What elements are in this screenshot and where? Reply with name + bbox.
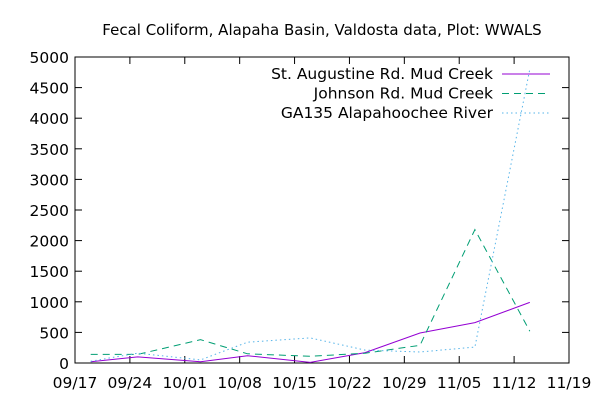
data-point bbox=[529, 68, 531, 70]
y-tick-label: 4500 bbox=[30, 80, 69, 98]
series-1 bbox=[90, 301, 531, 364]
data-point bbox=[364, 352, 366, 354]
legend-label: St. Augustine Rd. Mud Creek bbox=[271, 65, 493, 83]
data-point bbox=[364, 349, 366, 351]
series-line bbox=[90, 301, 530, 363]
x-tick-label: 11/12 bbox=[492, 374, 537, 392]
data-point bbox=[90, 360, 92, 362]
data-point bbox=[247, 355, 249, 357]
data-point bbox=[419, 332, 421, 334]
y-tick-label: 5000 bbox=[30, 49, 69, 67]
x-tick-label: 11/05 bbox=[437, 374, 482, 392]
data-point bbox=[419, 351, 421, 353]
x-axis: 09/17 09/24 10/01 10/08 10/15 10/22 10/29 11/05… bbox=[53, 57, 592, 392]
data-point bbox=[137, 356, 139, 358]
data-point bbox=[474, 322, 476, 324]
y-tick-label: 3000 bbox=[30, 171, 69, 189]
x-tick-label: 10/29 bbox=[382, 374, 427, 392]
data-point bbox=[200, 339, 202, 341]
data-point bbox=[529, 330, 531, 332]
series-layer bbox=[90, 68, 531, 364]
data-point bbox=[90, 354, 92, 356]
data-point bbox=[247, 341, 249, 343]
series-3 bbox=[90, 68, 531, 362]
data-point bbox=[309, 355, 311, 357]
data-point bbox=[474, 229, 476, 231]
data-point bbox=[309, 337, 311, 339]
y-tick-label: 2000 bbox=[30, 233, 69, 251]
data-point bbox=[247, 353, 249, 355]
y-axis: 0 500 1000 1500 2000 2500 3000 3500 4000 4500 5000 bbox=[30, 49, 569, 373]
y-tick-label: 500 bbox=[39, 324, 69, 342]
y-tick-label: 2500 bbox=[30, 202, 69, 220]
data-point bbox=[529, 302, 531, 304]
series-line bbox=[90, 69, 531, 362]
data-point bbox=[419, 344, 421, 346]
y-tick-label: 0 bbox=[59, 355, 69, 373]
x-tick-label: 09/17 bbox=[53, 374, 98, 392]
data-point bbox=[200, 361, 202, 363]
data-point bbox=[474, 346, 476, 348]
y-tick-label: 3500 bbox=[30, 141, 69, 159]
data-point bbox=[309, 362, 311, 364]
x-tick-label: 11/19 bbox=[547, 374, 592, 392]
legend: St. Augustine Rd. Mud Creek Johnson Rd. M… bbox=[271, 65, 550, 122]
chart-title: Fecal Coliform, Alapaha Basin, Valdosta … bbox=[102, 21, 541, 39]
x-tick-label: 10/22 bbox=[327, 374, 372, 392]
data-point bbox=[137, 352, 139, 354]
data-point bbox=[200, 359, 202, 361]
x-tick-label: 09/24 bbox=[108, 374, 153, 392]
x-tick-label: 10/08 bbox=[217, 374, 262, 392]
x-tick-label: 10/15 bbox=[272, 374, 317, 392]
y-tick-label: 1000 bbox=[30, 294, 69, 312]
legend-label: Johnson Rd. Mud Creek bbox=[313, 85, 493, 103]
y-tick-label: 1500 bbox=[30, 263, 69, 281]
plot-border bbox=[74, 56, 570, 364]
x-tick-label: 10/01 bbox=[162, 374, 207, 392]
y-tick-label: 4000 bbox=[30, 110, 69, 128]
legend-label: GA135 Alapahoochee River bbox=[281, 104, 494, 122]
